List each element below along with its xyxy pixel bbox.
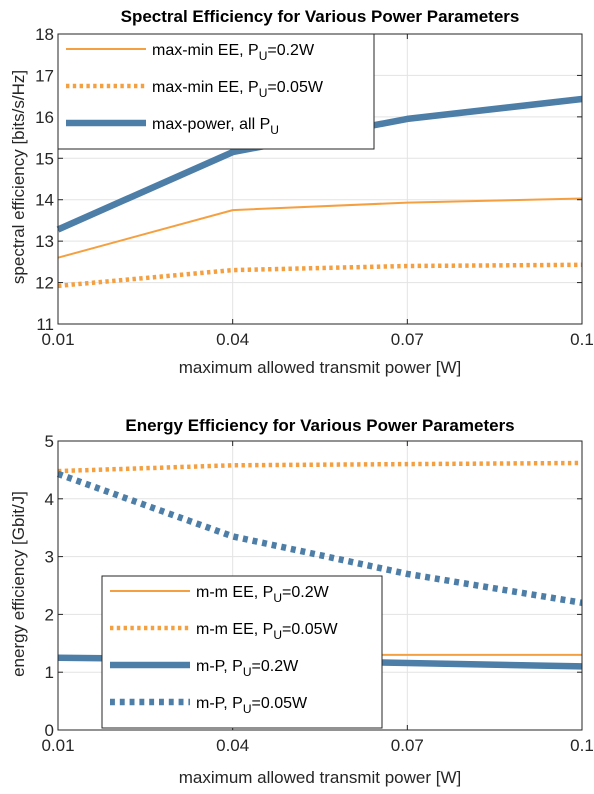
y-tick-label: 5	[45, 432, 54, 451]
y-tick-label: 12	[35, 274, 54, 293]
x-tick-label: 0.04	[216, 330, 249, 349]
x-axis-label: maximum allowed transmit power [W]	[179, 358, 461, 377]
y-axis-label: energy efficiency [Gbit/J]	[9, 491, 28, 677]
x-tick-label: 0.07	[391, 736, 424, 755]
y-tick-label: 15	[35, 149, 54, 168]
legend-label-1: max-min EE, PU=0.05W	[152, 79, 324, 100]
x-tick-label: 0.07	[391, 330, 424, 349]
y-axis-label: spectral efficiency [bits/s/Hz]	[9, 70, 28, 284]
x-tick-label: 0.04	[216, 736, 249, 755]
y-tick-label: 3	[45, 548, 54, 567]
x-tick-label: 0.1	[570, 330, 594, 349]
series-line-1	[57, 262, 583, 289]
legend-label-3: m-P, PU=0.05W	[196, 695, 308, 716]
energy-efficiency-chart: Energy Efficiency for Various Power Para…	[9, 416, 594, 787]
x-tick-label: 0.01	[41, 330, 74, 349]
y-tick-label: 17	[35, 66, 54, 85]
y-tick-label: 14	[35, 191, 54, 210]
y-tick-label: 11	[36, 315, 54, 334]
y-tick-label: 18	[35, 25, 54, 44]
series-line-0	[57, 197, 583, 259]
x-tick-label: 0.01	[41, 736, 74, 755]
legend-label-0: max-min EE, PU=0.2W	[152, 42, 315, 63]
y-tick-label: 0	[45, 721, 54, 740]
x-tick-label: 0.1	[570, 736, 594, 755]
legend-label-2: max-power, all PU	[152, 116, 279, 137]
legend: max-min EE, PU=0.2W max-min EE, PU=0.05W m…	[57, 33, 375, 150]
legend-box	[57, 33, 375, 150]
legend-box	[101, 575, 383, 729]
y-tick-label: 2	[45, 605, 54, 624]
y-tick-label: 1	[45, 663, 54, 682]
axes-box	[57, 440, 583, 731]
legend-label-2: m-P, PU=0.2W	[196, 658, 299, 679]
spectral-efficiency-chart: Spectral Efficiency for Various Power Pa…	[9, 7, 594, 377]
series-line-1	[57, 460, 583, 474]
y-tick-label: 13	[35, 232, 54, 251]
legend-label-0: m-m EE, PU=0.2W	[196, 584, 330, 605]
legend-label-1: m-m EE, PU=0.05W	[196, 621, 339, 642]
chart-title: Energy Efficiency for Various Power Para…	[125, 416, 514, 435]
series-line-3	[56, 470, 583, 607]
chart-title: Spectral Efficiency for Various Power Pa…	[121, 7, 520, 26]
legend: m-m EE, PU=0.2W m-m EE, PU=0.05W m-P, PU=0…	[101, 575, 383, 729]
x-axis-label: maximum allowed transmit power [W]	[179, 768, 461, 787]
y-tick-label: 16	[35, 108, 54, 127]
y-tick-label: 4	[45, 490, 54, 509]
